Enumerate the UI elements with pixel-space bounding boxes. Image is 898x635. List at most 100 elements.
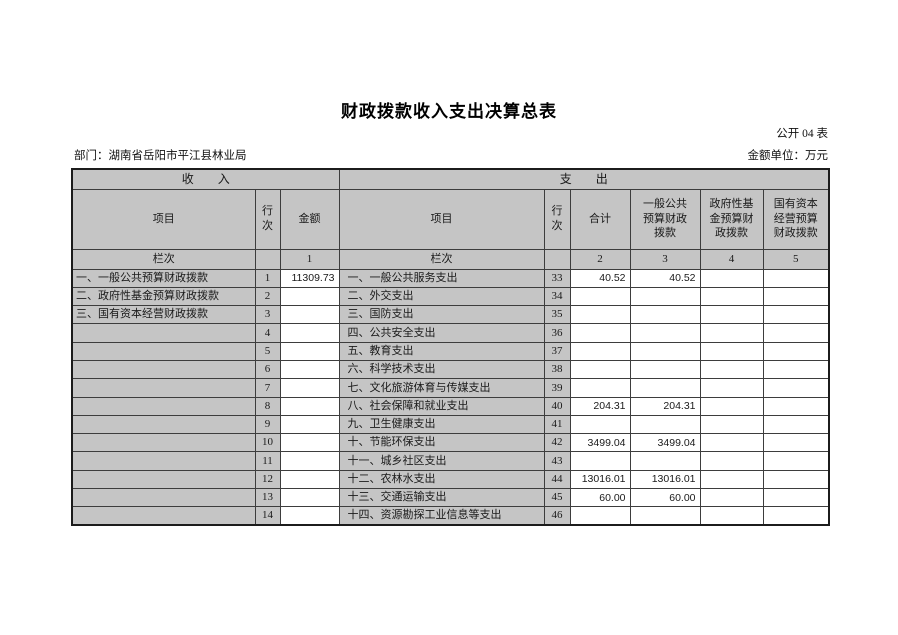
income-amount-cell — [279, 323, 340, 343]
expenditure-line-no-cell: 37 — [543, 341, 571, 361]
income-line-no-cell: 4 — [254, 323, 281, 343]
col-header-state-capital-budget: 国有资本经营预算财政拨款 — [762, 188, 830, 250]
income-amount-cell — [279, 396, 340, 416]
expenditure-capital-budget-cell — [762, 433, 830, 453]
lanci-income-line-blank — [254, 248, 281, 270]
expenditure-fund-budget-cell — [699, 323, 764, 343]
income-line-no-cell: 13 — [254, 488, 281, 508]
income-line-no-cell: 12 — [254, 469, 281, 490]
expenditure-line-no-cell: 44 — [543, 469, 571, 490]
department-label: 部门：湖南省岳阳市平江县林业局 — [74, 150, 247, 162]
table-row: 13 十三、交通运输支出 45 60.00 60.00 — [71, 488, 830, 508]
expenditure-total-cell — [569, 341, 631, 361]
col-header-income-line-no: 行次 — [254, 188, 281, 250]
income-line-no-cell: 11 — [254, 451, 281, 471]
table-body: 一、一般公共预算财政拨款 1 11309.73 一、一般公共服务支出 33 40.52 40… — [71, 268, 830, 526]
column-header-row: 项目 行次 金额 项目 行次 合计 一般公共预算财政拨款 政府性基金预算财政拨款… — [71, 188, 830, 250]
expenditure-total-cell — [569, 506, 631, 526]
expenditure-capital-budget-cell — [762, 359, 830, 380]
income-amount-cell — [279, 469, 340, 490]
expenditure-fund-budget-cell — [699, 396, 764, 416]
expenditure-total-cell — [569, 323, 631, 343]
table-row: 11 十一、城乡社区支出 43 — [71, 451, 830, 471]
expenditure-fund-budget-cell — [699, 378, 764, 398]
expenditure-item-cell: 十、节能环保支出 — [338, 433, 545, 453]
expenditure-fund-budget-cell — [699, 433, 764, 453]
expenditure-fund-budget-cell — [699, 305, 764, 325]
expenditure-general-budget-cell: 3499.04 — [629, 433, 701, 453]
income-item-cell — [71, 506, 256, 526]
income-item-cell — [71, 488, 256, 508]
expenditure-line-no-cell: 38 — [543, 359, 571, 380]
table-row: 12 十二、农林水支出 44 13016.01 13016.01 — [71, 469, 830, 490]
income-line-no-cell: 14 — [254, 506, 281, 526]
final-accounts-table: 收 入 支 出 项目 行次 金额 项目 行次 合计 一般公共预算财政拨款 政府性… — [71, 168, 831, 527]
expenditure-general-budget-cell: 204.31 — [629, 396, 701, 416]
income-item-cell: 一、一般公共预算财政拨款 — [71, 268, 256, 288]
table-row: 一、一般公共预算财政拨款 1 11309.73 一、一般公共服务支出 33 40.52 40… — [71, 268, 830, 288]
expenditure-total-cell: 60.00 — [569, 488, 631, 508]
table-row: 10 十、节能环保支出 42 3499.04 3499.04 — [71, 433, 830, 453]
expenditure-line-no-cell: 39 — [543, 378, 571, 398]
expenditure-item-cell: 三、国防支出 — [338, 305, 545, 325]
lanci-income-label: 栏次 — [71, 248, 256, 270]
expenditure-total-cell: 40.52 — [569, 268, 631, 288]
expenditure-general-budget-cell: 60.00 — [629, 488, 701, 508]
income-amount-cell — [279, 414, 340, 435]
expenditure-item-cell: 十一、城乡社区支出 — [338, 451, 545, 471]
income-amount-cell: 11309.73 — [279, 268, 340, 288]
table-row: 7 七、文化旅游体育与传媒支出 39 — [71, 378, 830, 398]
income-item-cell — [71, 433, 256, 453]
expenditure-section-header: 支 出 — [338, 168, 830, 190]
expenditure-total-cell — [569, 305, 631, 325]
expenditure-general-budget-cell: 40.52 — [629, 268, 701, 288]
income-amount-cell — [279, 378, 340, 398]
income-amount-cell — [279, 506, 340, 526]
form-code: 公开 04 表 — [776, 128, 828, 140]
expenditure-fund-budget-cell — [699, 506, 764, 526]
expenditure-general-budget-cell — [629, 359, 701, 380]
lanci-capital-col-no: 5 — [762, 248, 830, 270]
expenditure-item-cell: 四、公共安全支出 — [338, 323, 545, 343]
meta-line: 部门：湖南省岳阳市平江县林业局 金额单位：万元 — [74, 147, 828, 163]
expenditure-capital-budget-cell — [762, 305, 830, 325]
col-header-general-public-budget: 一般公共预算财政拨款 — [629, 188, 701, 250]
table-row: 5 五、教育支出 37 — [71, 341, 830, 361]
expenditure-capital-budget-cell — [762, 378, 830, 398]
income-item-cell — [71, 396, 256, 416]
expenditure-item-cell: 一、一般公共服务支出 — [338, 268, 545, 288]
expenditure-fund-budget-cell — [699, 488, 764, 508]
expenditure-line-no-cell: 46 — [543, 506, 571, 526]
income-line-no-cell: 10 — [254, 433, 281, 453]
expenditure-general-budget-cell — [629, 323, 701, 343]
expenditure-line-no-cell: 43 — [543, 451, 571, 471]
expenditure-item-cell: 六、科学技术支出 — [338, 359, 545, 380]
income-item-cell — [71, 414, 256, 435]
income-line-no-cell: 6 — [254, 359, 281, 380]
col-header-expenditure-item: 项目 — [338, 188, 545, 250]
expenditure-item-cell: 五、教育支出 — [338, 341, 545, 361]
income-item-cell: 三、国有资本经营财政拨款 — [71, 305, 256, 325]
income-amount-cell — [279, 286, 340, 307]
table-row: 三、国有资本经营财政拨款 3 三、国防支出 35 — [71, 305, 830, 325]
col-header-govt-fund-budget: 政府性基金预算财政拨款 — [699, 188, 764, 250]
expenditure-fund-budget-cell — [699, 286, 764, 307]
income-line-no-cell: 3 — [254, 305, 281, 325]
expenditure-general-budget-cell — [629, 414, 701, 435]
table-row: 4 四、公共安全支出 36 — [71, 323, 830, 343]
section-header-row: 收 入 支 出 — [71, 168, 830, 190]
expenditure-general-budget-cell — [629, 305, 701, 325]
expenditure-capital-budget-cell — [762, 469, 830, 490]
expenditure-fund-budget-cell — [699, 469, 764, 490]
expenditure-capital-budget-cell — [762, 341, 830, 361]
income-amount-cell — [279, 359, 340, 380]
expenditure-capital-budget-cell — [762, 451, 830, 471]
income-item-cell — [71, 378, 256, 398]
col-header-income-item: 项目 — [71, 188, 256, 250]
expenditure-line-no-cell: 42 — [543, 433, 571, 453]
income-line-no-cell: 2 — [254, 286, 281, 307]
lanci-general-col-no: 3 — [629, 248, 701, 270]
table-row: 6 六、科学技术支出 38 — [71, 359, 830, 380]
income-line-no-cell: 7 — [254, 378, 281, 398]
expenditure-capital-budget-cell — [762, 396, 830, 416]
